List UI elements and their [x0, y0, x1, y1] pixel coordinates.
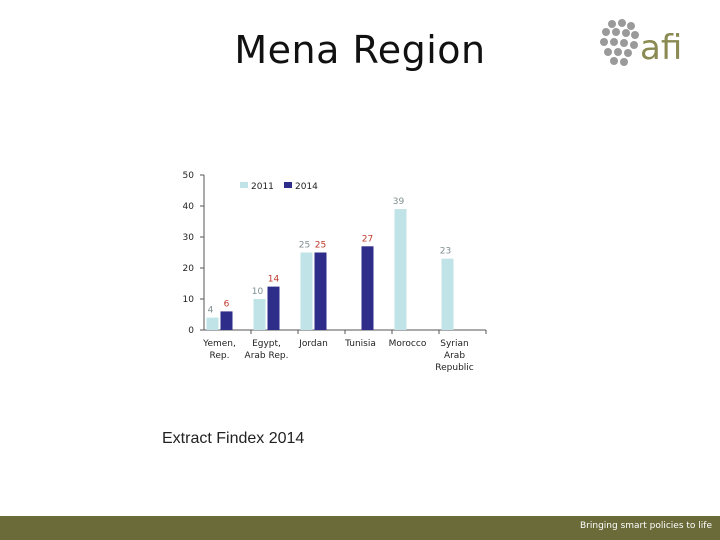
bar-2014 [361, 246, 374, 330]
bar-2011 [300, 252, 313, 330]
bar-2014 [314, 252, 327, 330]
footer-bar: Bringing smart policies to life [0, 516, 720, 540]
bar-2014 [220, 311, 233, 330]
data-label: 27 [362, 234, 373, 244]
data-label: 4 [208, 306, 214, 316]
bar-2014 [267, 286, 280, 330]
y-tick-label: 0 [188, 326, 194, 336]
category-label: Syrian [440, 339, 468, 349]
bar-2011 [441, 258, 454, 330]
data-label: 10 [252, 287, 264, 297]
y-tick-label: 40 [183, 202, 195, 212]
category-label: Tunisia [344, 339, 376, 349]
y-tick-label: 10 [183, 295, 195, 305]
bar-2011 [253, 299, 266, 330]
category-label: Arab Rep. [245, 351, 289, 361]
brain-icon [600, 19, 639, 66]
legend-swatch [240, 182, 248, 188]
logo-text: afi [640, 28, 683, 68]
y-tick-label: 20 [183, 264, 195, 274]
data-label: 39 [393, 197, 405, 207]
bar-2011 [394, 209, 407, 330]
bar-chart: 0 10 20 30 40 50 46 Yemen, Rep. 10 14 Egypt, Arab Re… [183, 171, 487, 373]
category-label: Egypt, [252, 339, 281, 349]
data-label: 25 [299, 241, 310, 251]
footer-tagline: Bringing smart policies to life [580, 521, 712, 531]
chart-caption: Extract Findex 2014 [162, 430, 305, 447]
y-tick-label: 50 [183, 171, 195, 181]
data-label: 6 [224, 299, 230, 309]
y-tick-label: 30 [183, 233, 195, 243]
bar-2011 [206, 317, 219, 330]
category-label: Morocco [389, 339, 427, 349]
category-label: Jordan [298, 339, 328, 349]
page-title: Mena Region [234, 28, 486, 72]
legend-label: 2011 [251, 182, 274, 192]
data-label: 25 [315, 241, 326, 251]
afi-logo [598, 18, 698, 72]
category-label: Yemen, [202, 339, 236, 349]
legend-label: 2014 [295, 182, 318, 192]
data-label: 14 [268, 275, 280, 285]
category-label: Republic [435, 363, 474, 373]
category-label: Rep. [210, 351, 230, 361]
category-label: Arab [444, 351, 465, 361]
legend-swatch [284, 182, 292, 188]
data-label: 23 [440, 247, 451, 257]
